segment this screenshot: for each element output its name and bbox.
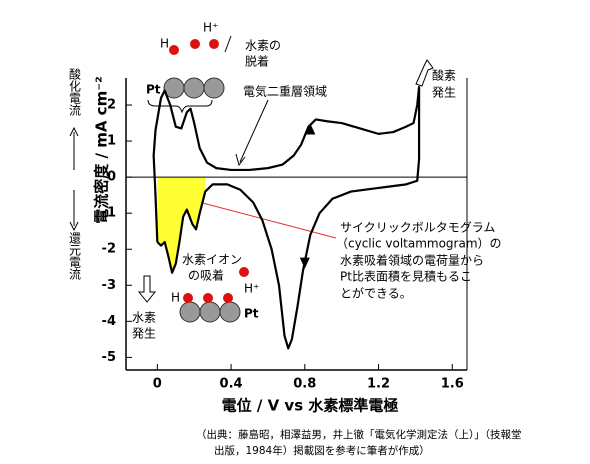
adsorption-label: 水素イオン bbox=[182, 253, 242, 267]
bracket bbox=[147, 99, 213, 114]
x-tick-label: 1.2 bbox=[367, 377, 390, 392]
y-tick-label: -1 bbox=[102, 206, 116, 221]
reduction-arrow-head bbox=[69, 221, 79, 232]
h-atom bbox=[223, 293, 233, 303]
desorption-label: 脱着 bbox=[245, 54, 269, 69]
ion-label: H⁺ bbox=[203, 21, 218, 35]
hydrogen-arrow bbox=[137, 275, 157, 303]
pt-atom bbox=[219, 301, 241, 323]
h-atom bbox=[169, 45, 179, 55]
double-layer-label: 電気二重層領域 bbox=[243, 84, 327, 99]
oxygen-label: 発生 bbox=[432, 86, 456, 100]
x-tick-label: 1.6 bbox=[441, 377, 464, 392]
note: とができる。 bbox=[340, 286, 412, 301]
reduction-label: 還元電流 bbox=[68, 232, 82, 280]
bottom-icon bbox=[179, 267, 249, 323]
hydrogen-evolution-label: 発生 bbox=[132, 327, 156, 341]
x-tick-label: 0.4 bbox=[220, 377, 243, 392]
y-tick-label: -4 bbox=[102, 314, 116, 329]
cv-curve bbox=[152, 85, 421, 350]
y-tick-label: -5 bbox=[102, 350, 116, 365]
y-tick-label: 2 bbox=[107, 98, 116, 113]
pt-atom bbox=[203, 77, 225, 99]
x-tick-label: 0 bbox=[153, 377, 162, 392]
note: Pt比表面積を見積もるこ bbox=[340, 269, 472, 284]
top-icon bbox=[147, 35, 232, 114]
y-tick-label: 0 bbox=[107, 170, 116, 185]
h-ion bbox=[239, 267, 249, 277]
source-note: （出典：藤島昭，相澤益男，井上徹「電気化学測定法（上）」（技報堂 bbox=[196, 428, 522, 441]
y-tick-label: 1 bbox=[107, 134, 116, 149]
y-tick-label: -2 bbox=[102, 242, 116, 257]
metal-label: Pt bbox=[146, 83, 161, 97]
oxygen-label: 酸素 bbox=[432, 68, 456, 83]
note: 水素吸着領域の電荷量から bbox=[340, 253, 484, 268]
y-axis-title: 電流密度 / mA cm⁻² bbox=[93, 76, 111, 223]
slash bbox=[224, 35, 232, 53]
source-note: 出版，1984年）掲載図を参考に筆者が作成） bbox=[214, 444, 430, 457]
note: サイクリックボルタモグラム bbox=[340, 221, 495, 235]
pt-atom bbox=[179, 301, 201, 323]
pt-atom bbox=[199, 301, 221, 323]
h-atom bbox=[203, 293, 213, 303]
oxidation-label: 酸化電流 bbox=[68, 67, 82, 116]
x-axis-title: 電位 / V vs 水素標準電極 bbox=[222, 397, 399, 415]
x-tick-label: 0.8 bbox=[293, 377, 316, 392]
double-layer-pointer bbox=[239, 99, 269, 163]
pt-atom bbox=[183, 77, 205, 99]
metal-label: Pt bbox=[244, 307, 259, 321]
hydrogen-evolution-label: 水素 bbox=[132, 311, 156, 325]
h-atom bbox=[190, 39, 200, 49]
sweep-arrow bbox=[299, 257, 310, 269]
h-atom bbox=[209, 39, 219, 49]
oxidation-arrow-head bbox=[69, 126, 79, 137]
atom-label: H bbox=[160, 37, 169, 51]
sweep-arrow bbox=[305, 123, 316, 135]
oxygen-arrow bbox=[415, 59, 434, 87]
y-tick-label: -3 bbox=[102, 278, 116, 293]
pointer-head bbox=[235, 153, 246, 167]
ion-label: H⁺ bbox=[244, 282, 259, 296]
plot-area: -5 -4 -3 -2 -1 0 1 2 0 0.4 0.8 1.2 1.6 bbox=[102, 78, 468, 392]
h-atom bbox=[183, 293, 193, 303]
adsorption-label: の吸着 bbox=[188, 268, 224, 283]
desorption-label: 水素の bbox=[245, 39, 281, 53]
atom-label: H bbox=[171, 291, 180, 305]
note: （cyclic voltammogram）の bbox=[336, 237, 502, 251]
